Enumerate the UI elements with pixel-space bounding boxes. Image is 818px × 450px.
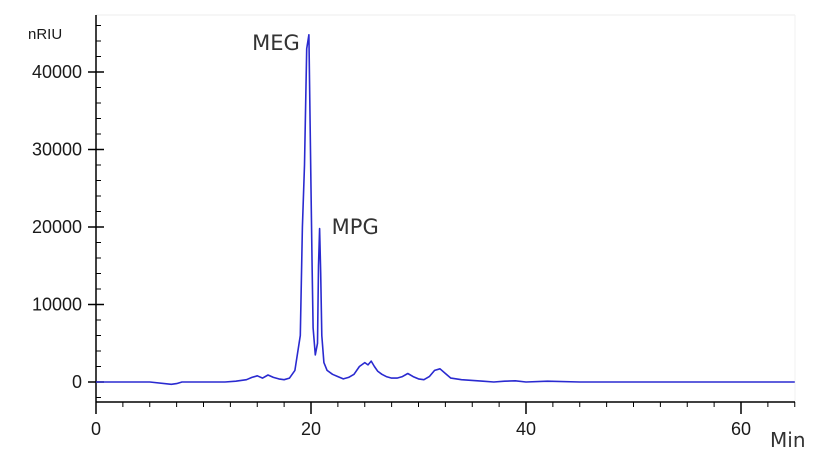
x-tick-label: 60	[731, 419, 751, 439]
y-tick-label: 10000	[32, 295, 82, 315]
peak-annotations: MEG MPG	[252, 31, 379, 239]
x-axis-unit-label: Min	[770, 428, 806, 450]
y-axis: 0 10000 20000 30000 40000	[32, 15, 104, 402]
x-tick-label: 40	[516, 419, 536, 439]
y-tick-label: 40000	[32, 62, 82, 82]
y-axis-unit-label: nRIU	[28, 26, 62, 43]
plot-area	[96, 35, 795, 385]
y-tick-label: 0	[72, 372, 82, 392]
x-tick-label: 20	[301, 419, 321, 439]
chart-frame	[96, 15, 795, 402]
y-tick-label: 30000	[32, 140, 82, 160]
chromatogram-trace	[96, 35, 795, 385]
x-axis: 0 20 40 60	[91, 402, 795, 439]
peak-label: MPG	[332, 215, 379, 239]
x-tick-label: 0	[91, 419, 101, 439]
peak-label: MEG	[252, 31, 300, 55]
y-tick-label: 20000	[32, 217, 82, 237]
